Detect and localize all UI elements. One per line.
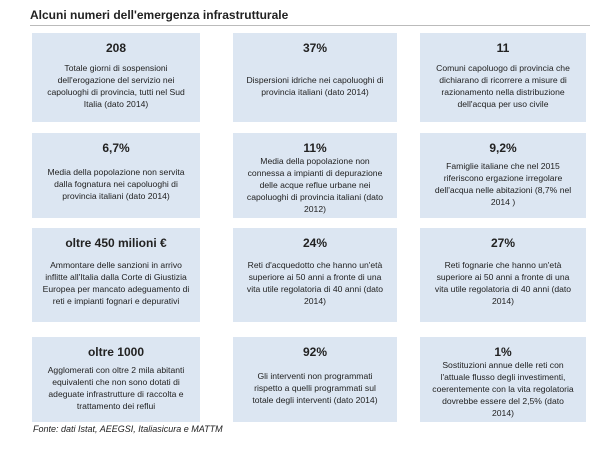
stat-description: Media della popolazione non servita dall… <box>47 166 185 201</box>
stat-headline: 208 <box>105 41 127 55</box>
stat-card: 208 Totale giorni di sospensioni dell'ero… <box>32 33 200 122</box>
stat-headline: 11% <box>303 141 327 155</box>
stat-description: Dispersioni idriche nei capoluoghi di pr… <box>246 74 384 97</box>
stat-headline: 27% <box>490 236 516 250</box>
stat-description: Sostituzioni annue delle reti con l'attu… <box>432 360 574 418</box>
stat-card: 1% Sostituzioni annue delle reti con l'at… <box>420 337 586 422</box>
stat-card: oltre 1000 Agglomerati con oltre 2 mila a… <box>32 337 200 422</box>
stat-card: 37% Dispersioni idriche nei capoluoghi di… <box>233 33 397 122</box>
stat-description: Comuni capoluogo di provincia che dichia… <box>436 62 570 109</box>
stat-description: Reti fognarie che hanno un'età superiore… <box>434 260 572 306</box>
stat-description: Gli interventi non programmati rispetto … <box>252 370 378 405</box>
stat-headline: 92% <box>302 345 328 359</box>
stat-card: 27% Reti fognarie che hanno un'età superi… <box>420 228 586 322</box>
stat-description: Ammontare delle sanzioni in arrivo infli… <box>42 260 190 306</box>
stat-card: 11% Media della popolazione non connessa … <box>233 133 397 218</box>
stat-card: 6,7% Media della popolazione non servita … <box>32 133 200 218</box>
stat-description: Totale giorni di sospensioni dell'erogaz… <box>47 62 185 109</box>
stat-card: 24% Reti d'acquedotto che hanno un'età su… <box>233 228 397 322</box>
stat-card: oltre 450 milioni € Ammontare delle sanzi… <box>32 228 200 322</box>
stat-headline: 37% <box>302 41 328 55</box>
stat-headline: oltre 1000 <box>87 345 145 359</box>
source-note: Fonte: dati Istat, AEEGSI, Italiasicura … <box>33 424 223 434</box>
stat-headline: 6,7% <box>102 141 130 155</box>
stat-description: Reti d'acquedotto che hanno un'età super… <box>246 260 384 306</box>
title-rule <box>30 25 590 26</box>
stat-card: 92% Gli interventi non programmati rispet… <box>233 337 397 422</box>
title: Alcuni numeri dell'emergenza infrastrutt… <box>30 8 289 22</box>
stat-description: Agglomerati con oltre 2 mila abitanti eq… <box>47 364 185 411</box>
stat-headline: 9,2% <box>489 141 517 155</box>
stat-headline: 1% <box>494 345 512 359</box>
stat-headline: 24% <box>302 236 328 250</box>
stat-description: Famiglie italiane che nel 2015 riferisco… <box>434 160 572 207</box>
stat-description: Media della popolazione non connessa a i… <box>246 156 384 214</box>
stat-card: 9,2% Famiglie italiane che nel 2015 rifer… <box>420 133 586 218</box>
stat-headline: oltre 450 milioni € <box>65 236 167 250</box>
stat-headline: 11 <box>496 41 510 55</box>
stat-card: 11 Comuni capoluogo di provincia che dich… <box>420 33 586 122</box>
